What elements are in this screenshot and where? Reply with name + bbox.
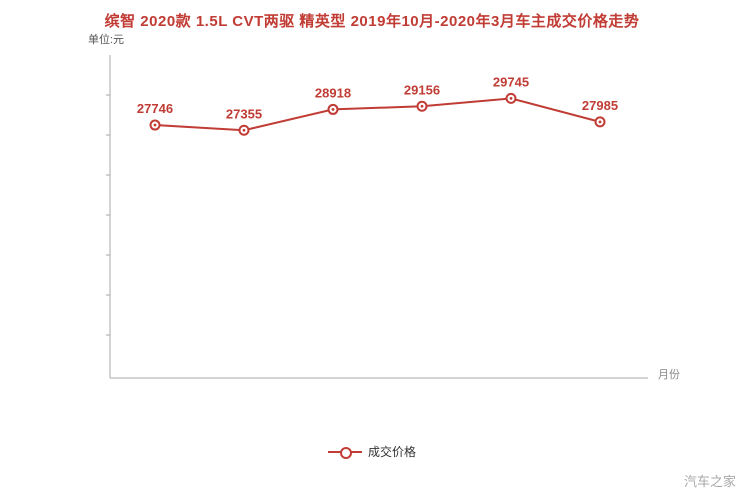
price-series xyxy=(149,92,606,136)
data-point-dot-icon xyxy=(598,120,602,124)
legend-series-marker-icon xyxy=(327,446,362,459)
data-point-dot-icon xyxy=(153,123,157,127)
y-axis-unit-label: 单位:元 xyxy=(88,34,125,46)
data-labels: 27746 27355 28918 29156 29745 27985 xyxy=(137,74,618,121)
data-point-dot-icon xyxy=(242,128,246,132)
data-point-label: 28918 xyxy=(315,85,351,100)
watermark-logo: 汽车之家 xyxy=(683,474,736,489)
data-point-label: 27985 xyxy=(582,98,618,113)
page-title: 缤智 2020款 1.5L CVT两驱 精英型 2019年10月-2020年3月… xyxy=(104,13,640,30)
axes xyxy=(106,55,648,379)
series-line xyxy=(154,97,601,132)
data-point-label: 29156 xyxy=(404,82,440,97)
data-point-dot-icon xyxy=(509,97,513,100)
legend-label: 成交价格 xyxy=(367,445,416,459)
x-axis-label: 月份 xyxy=(658,369,680,381)
data-point-label: 27355 xyxy=(226,106,262,121)
data-point-dot-icon xyxy=(331,108,335,111)
data-point-dot-icon xyxy=(420,104,424,108)
data-point-label: 29745 xyxy=(493,74,529,89)
legend-circle-icon xyxy=(339,446,352,459)
legend: 成交价格 xyxy=(0,443,744,460)
data-point-label: 27746 xyxy=(137,101,173,116)
